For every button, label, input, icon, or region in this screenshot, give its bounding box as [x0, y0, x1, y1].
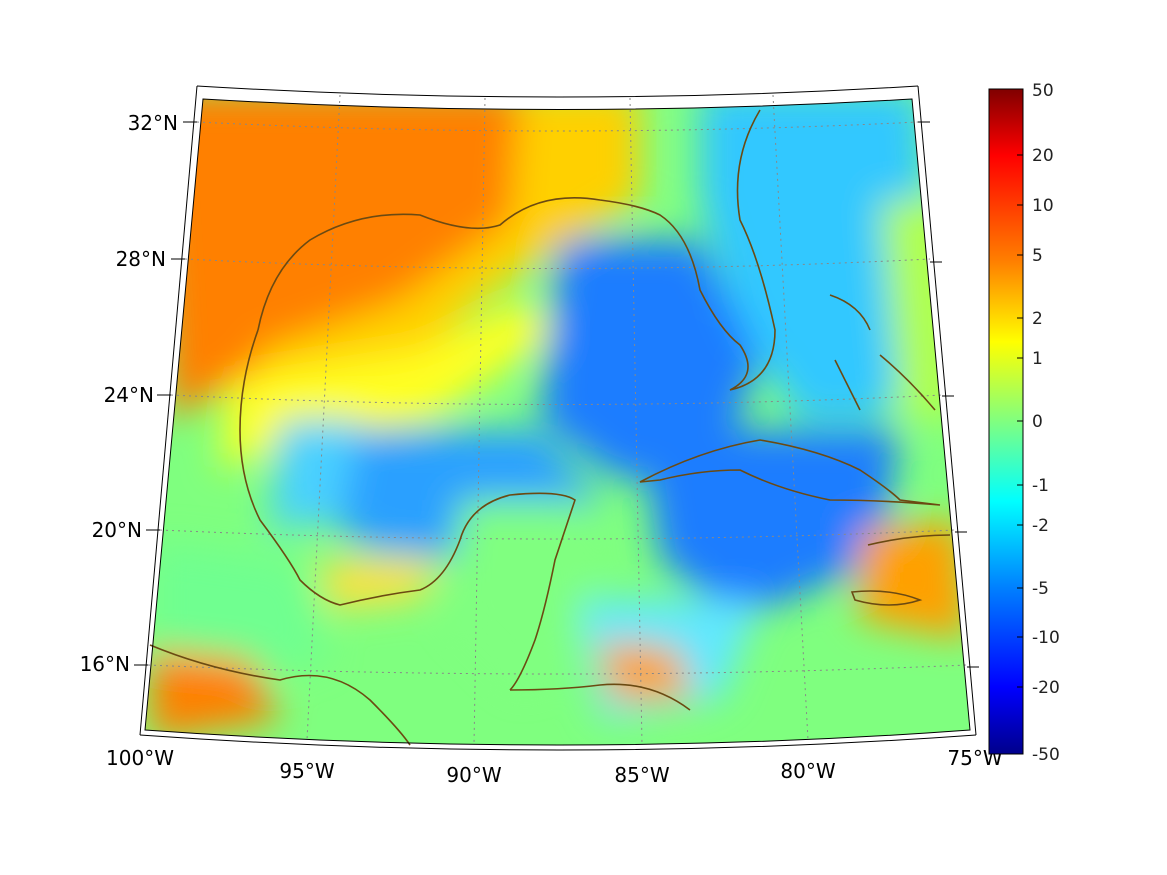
colorbar-label: -5: [1032, 579, 1049, 599]
lon-label: 95°W: [279, 759, 334, 783]
lon-label: 90°W: [446, 763, 501, 787]
colorbar: 50 20 10 5 2 1 0 -1 -2 -5 -10 -20 -50: [988, 81, 1060, 765]
colorbar-label: 2: [1032, 309, 1043, 329]
map-field: [145, 99, 970, 745]
lat-label: 20°N: [92, 518, 142, 542]
colorbar-label: 10: [1032, 196, 1054, 216]
longitude-labels: 100°W 95°W 90°W 85°W 80°W 75°W: [106, 746, 1003, 787]
colorbar-label: 50: [1032, 81, 1054, 101]
lat-label: 32°N: [128, 111, 178, 135]
colorbar-label: 1: [1032, 349, 1043, 369]
lon-label: 85°W: [614, 763, 669, 787]
colorbar-label: -1: [1032, 476, 1049, 496]
map-frame: [144, 98, 971, 746]
lon-label: 100°W: [106, 746, 174, 770]
graticule: [147, 94, 968, 746]
colorbar-label: -20: [1032, 678, 1060, 698]
colorbar-ticks: [1017, 154, 1023, 688]
lat-label: 16°N: [80, 652, 130, 676]
colorbar-label: -50: [1032, 745, 1060, 765]
colorbar-label: -2: [1032, 516, 1049, 536]
lat-label: 24°N: [104, 383, 154, 407]
latitude-labels: 32°N 28°N 24°N 20°N 16°N: [80, 111, 178, 676]
colorbar-label: -10: [1032, 628, 1060, 648]
colorbar-label: 5: [1032, 246, 1043, 266]
lat-label: 28°N: [116, 247, 166, 271]
lon-label: 80°W: [780, 759, 835, 783]
colorbar-label: 20: [1032, 146, 1054, 166]
coastlines: [149, 109, 951, 746]
colorbar-label: 0: [1032, 412, 1043, 432]
